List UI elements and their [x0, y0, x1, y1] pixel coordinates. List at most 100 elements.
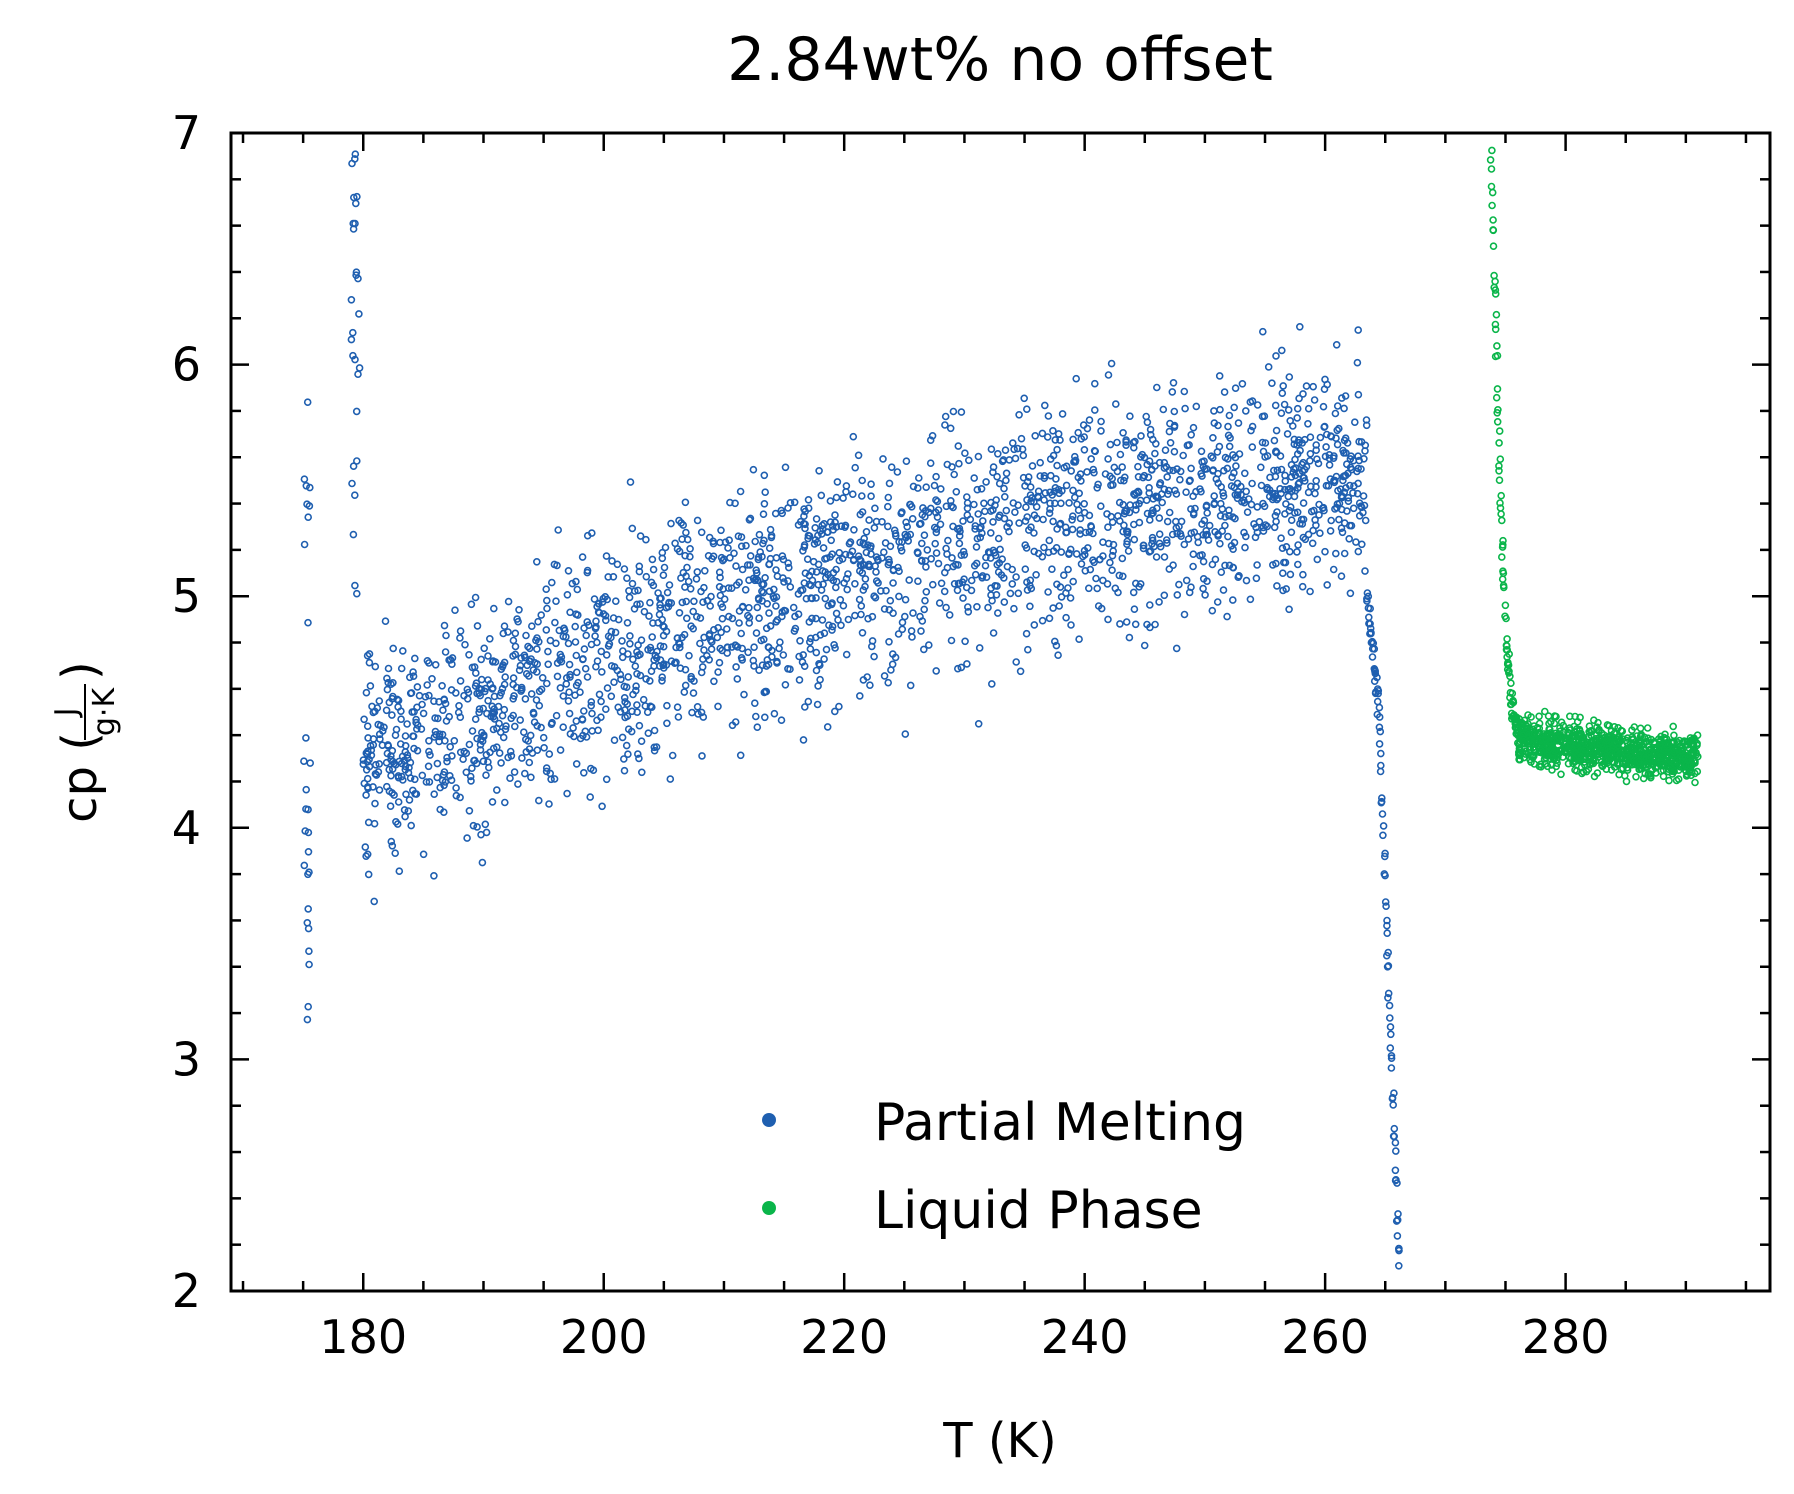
partial-melting-point [1120, 476, 1128, 485]
liquid-phase-point [1491, 325, 1500, 334]
partial-melting-point [1325, 450, 1334, 459]
partial-melting-point [1172, 524, 1181, 532]
partial-melting-point [543, 604, 551, 613]
partial-melting-point [1333, 440, 1342, 449]
partial-melting-point [1395, 1246, 1403, 1255]
partial-melting-point [1304, 404, 1313, 413]
liquid-phase-point [1488, 146, 1496, 155]
partial-melting-point [1358, 540, 1366, 549]
partial-melting-point [556, 746, 565, 754]
partial-melting-point [786, 665, 794, 674]
partial-melting-point [385, 765, 394, 774]
partial-melting-point [564, 566, 573, 575]
liquid-phase-point [1579, 737, 1587, 745]
partial-melting-point [759, 588, 768, 597]
partial-melting-point [646, 598, 654, 607]
partial-melting-point [1041, 489, 1050, 497]
partial-melting-point [602, 775, 611, 784]
partial-melting-point [1085, 416, 1094, 424]
partial-melting-point [395, 867, 404, 876]
partial-melting-point [765, 609, 773, 617]
partial-melting-point [1140, 471, 1149, 480]
partial-melting-point [1210, 419, 1219, 427]
partial-melting-point [832, 609, 841, 618]
partial-melting-point [649, 565, 658, 574]
partial-melting-point [1323, 430, 1331, 439]
partial-melting-point [862, 527, 871, 536]
partial-melting-point [659, 571, 668, 580]
liquid-phase-point [1541, 740, 1549, 749]
partial-melting-point [305, 868, 313, 877]
partial-melting-point [995, 479, 1004, 488]
partial-melting-point [1044, 588, 1052, 596]
partial-melting-point [942, 603, 950, 612]
partial-melting-point [734, 532, 743, 541]
partial-melting-point [1112, 400, 1120, 408]
partial-melting-point [518, 754, 526, 762]
partial-melting-point [1032, 502, 1041, 511]
partial-melting-point [996, 545, 1004, 554]
partial-melting-point [1298, 582, 1307, 591]
partial-melting-point [1240, 498, 1249, 507]
partial-melting-point [713, 633, 722, 642]
partial-melting-point [1183, 441, 1192, 450]
partial-melting-point [405, 763, 413, 772]
partial-melting-point [963, 504, 972, 513]
partial-melting-point [1309, 526, 1317, 535]
partial-melting-point [1056, 583, 1065, 591]
partial-melting-point [1377, 797, 1386, 806]
partial-melting-point [1297, 515, 1306, 524]
partial-melting-point [844, 615, 853, 624]
partial-melting-point [398, 647, 407, 655]
partial-melting-point [1248, 479, 1256, 488]
partial-melting-point [418, 771, 427, 780]
partial-melting-point [654, 618, 663, 627]
partial-melting-point [1080, 499, 1088, 508]
partial-melting-point [583, 618, 592, 626]
partial-melting-point [1168, 388, 1177, 396]
partial-melting-point [1056, 436, 1064, 444]
partial-melting-point [849, 556, 858, 565]
partial-melting-point [537, 685, 546, 694]
partial-melting-point [405, 673, 414, 682]
partial-melting-point [477, 728, 486, 737]
liquid-phase-point [1628, 726, 1636, 735]
partial-melting-point [648, 555, 657, 564]
partial-melting-point [471, 669, 480, 677]
partial-melting-point [667, 519, 675, 528]
partial-melting-point [1104, 615, 1112, 624]
partial-melting-point [804, 495, 813, 504]
partial-melting-point [1209, 433, 1217, 442]
partial-melting-point [1373, 685, 1382, 693]
partial-melting-point [770, 709, 779, 718]
partial-melting-point [949, 522, 957, 531]
partial-melting-point [831, 511, 839, 519]
liquid-phase-point [1557, 770, 1565, 779]
partial-melting-point [479, 757, 488, 766]
partial-melting-point [806, 634, 815, 643]
partial-melting-point [1034, 493, 1042, 502]
partial-melting-point [1219, 492, 1228, 500]
partial-melting-point [533, 645, 541, 653]
partial-melting-point [1260, 412, 1269, 421]
liquid-phase-point [1640, 753, 1648, 761]
liquid-phase-point [1516, 746, 1524, 754]
partial-melting-point [637, 768, 646, 777]
partial-melting-point [761, 573, 769, 582]
partial-melting-point [452, 784, 460, 792]
partial-melting-point [943, 563, 952, 572]
partial-melting-point [667, 599, 676, 607]
partial-melting-point [1207, 452, 1215, 461]
partial-melting-point [1163, 539, 1171, 547]
partial-melting-point [1119, 572, 1127, 581]
partial-melting-point [1010, 604, 1018, 613]
x-axis-label: T (K) [942, 1413, 1057, 1469]
legend-label-liquid-phase: Liquid Phase [874, 1181, 1203, 1241]
liquid-phase-point [1660, 733, 1669, 742]
partial-melting-point [636, 600, 644, 608]
partial-melting-point [552, 711, 561, 720]
partial-melting-point [903, 522, 912, 531]
partial-melting-point [1089, 465, 1098, 474]
partial-melting-point [999, 456, 1008, 464]
partial-melting-point [698, 752, 706, 760]
